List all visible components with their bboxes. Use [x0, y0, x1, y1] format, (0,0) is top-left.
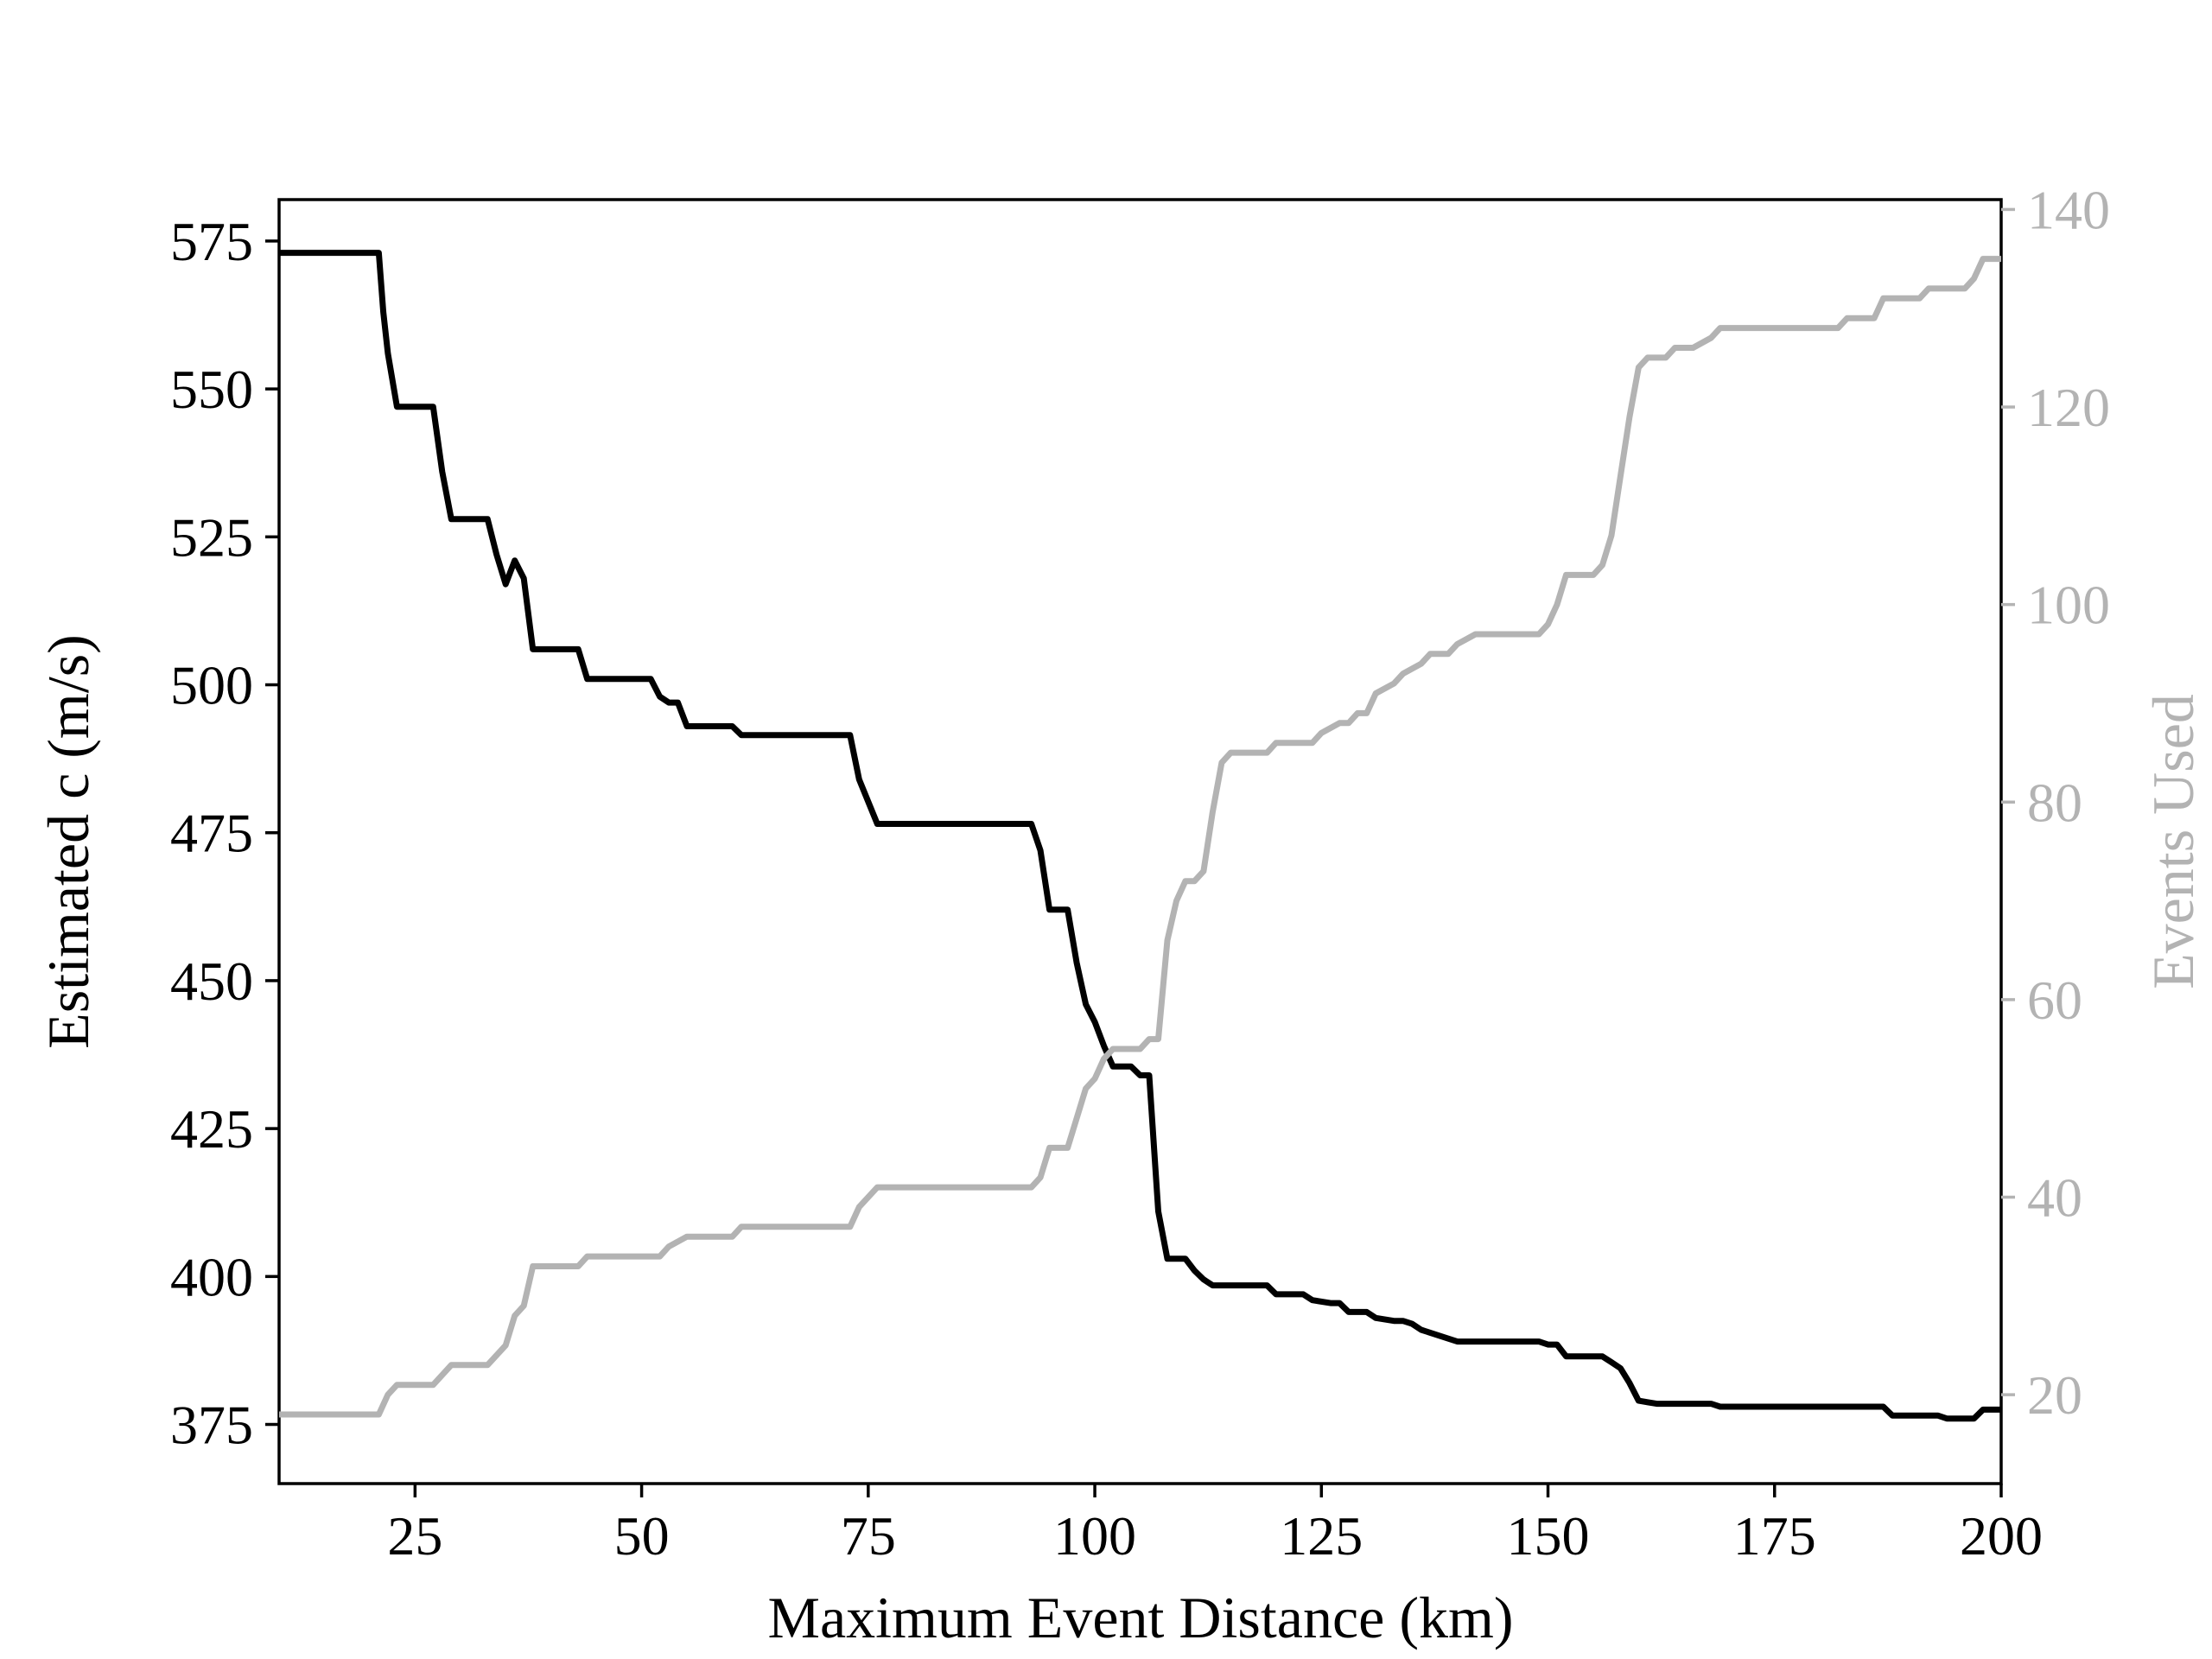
- x-axis-ticks: 25 50 75 100 125 150 175 200: [387, 1484, 2043, 1567]
- y2-axis-title: Events Used: [2140, 694, 2206, 989]
- y-axis-title: Estimated c (m/s): [35, 634, 101, 1049]
- y-tick-label: 550: [170, 359, 253, 420]
- x-axis-title: Maximum Event Distance (km): [767, 1585, 1513, 1650]
- y-tick-label: 400: [170, 1246, 253, 1307]
- y2-tick-label: 140: [2027, 179, 2110, 240]
- y2-tick-label: 80: [2027, 772, 2082, 833]
- plot-area-frame: [277, 198, 2003, 1485]
- y2-tick-label: 20: [2027, 1364, 2082, 1426]
- y-tick-label: 525: [170, 506, 253, 568]
- y-axis-ticks: 375 400 425 450 475 500 525 550 575: [170, 211, 279, 1456]
- x-tick-label: 175: [1733, 1505, 1816, 1567]
- y-tick-label: 475: [170, 803, 253, 864]
- y2-axis-ticks: 20 40 60 80 100 120 140: [2001, 179, 2110, 1426]
- x-tick-label: 25: [387, 1505, 442, 1567]
- y-tick-label: 500: [170, 655, 253, 716]
- events-used-line: [279, 256, 2001, 1418]
- x-tick-label: 125: [1280, 1505, 1363, 1567]
- x-tick-label: 100: [1053, 1505, 1136, 1567]
- x-tick-label: 75: [841, 1505, 896, 1567]
- estimated-c-line: [279, 250, 2001, 1422]
- y-tick-label: 575: [170, 211, 253, 272]
- y-tick-label: 375: [170, 1395, 253, 1456]
- y2-tick-label: 40: [2027, 1167, 2082, 1229]
- y2-tick-label: 60: [2027, 969, 2082, 1031]
- y-tick-label: 450: [170, 950, 253, 1012]
- x-tick-label: 150: [1507, 1505, 1590, 1567]
- y2-tick-label: 120: [2027, 377, 2110, 438]
- x-tick-label: 200: [1960, 1505, 2043, 1567]
- y2-tick-label: 100: [2027, 575, 2110, 636]
- x-tick-label: 50: [614, 1505, 670, 1567]
- y-tick-label: 425: [170, 1098, 253, 1160]
- series-lines: [279, 250, 2001, 1422]
